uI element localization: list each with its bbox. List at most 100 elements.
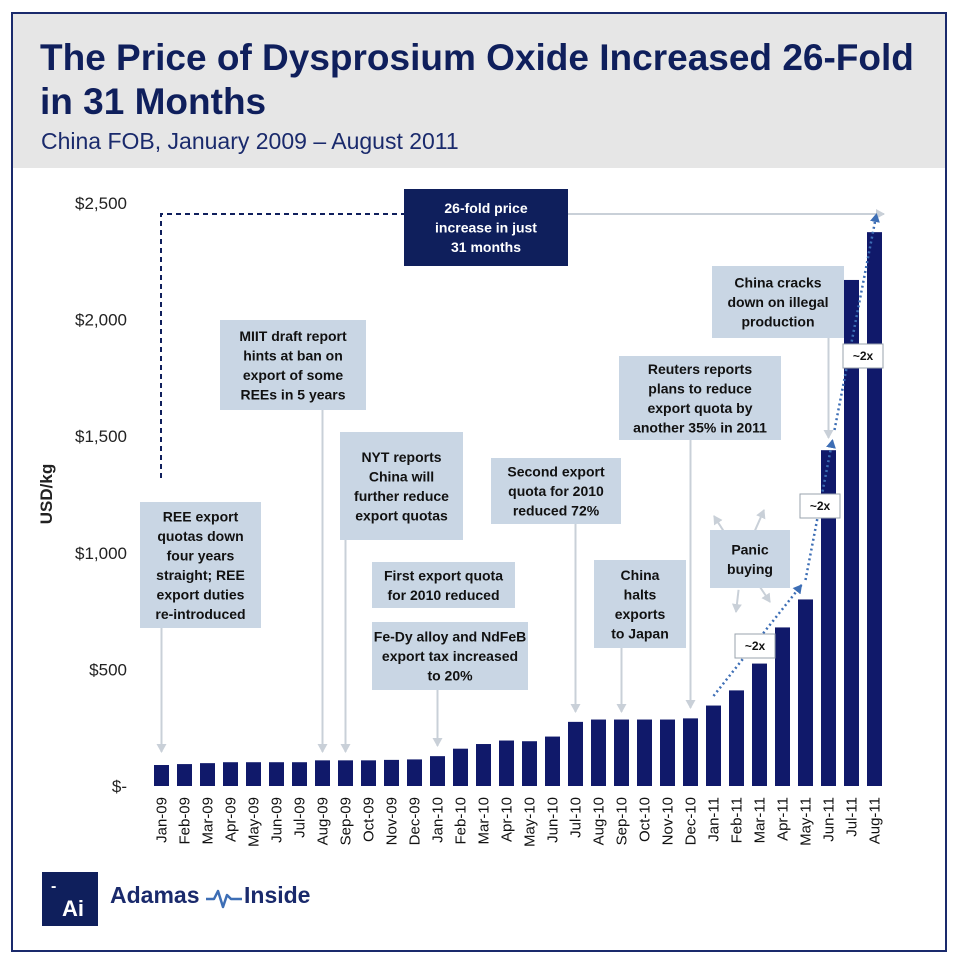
annotation-halt-japan-text: China halts exports to Japan: [611, 567, 669, 642]
x-tick-label: Aug-11: [867, 797, 884, 844]
annotation-ree-quotas: REE export quotas down four years straight;…: [140, 502, 261, 628]
bar: [269, 762, 284, 786]
annotation-first-quota-bg: [372, 562, 515, 608]
multiplier-tag: ~2x: [734, 633, 776, 659]
bar: [614, 719, 629, 786]
bar: [545, 736, 560, 786]
annotation-layer: REE export quotas down four years straight;…: [140, 189, 885, 753]
annotation-nyt-report: NYT reports China will further reduce expor…: [340, 432, 463, 540]
annotation-second-quota-bg: [491, 458, 621, 524]
annotation-reuters: Reuters reports plans to reduce export quo…: [619, 356, 781, 440]
multiplier-tag-bg: [842, 343, 884, 369]
x-tick-label: Jul-10: [568, 797, 585, 838]
chart-subtitle: China FOB, January 2009 – August 2011: [41, 128, 459, 154]
annotation-panic-buying-bg: [710, 530, 790, 588]
bar: [338, 760, 353, 786]
bar: [844, 279, 859, 786]
bar: [315, 760, 330, 786]
x-tick-label: Jul-11: [844, 797, 861, 837]
annotation-crackdown-text: China cracks down on illegal production: [727, 275, 828, 330]
annotation-second-quota-text: Second export quota for 2010 reduced 72%: [507, 464, 605, 519]
x-tick-label: Jan-10: [430, 797, 447, 843]
annotation-reuters-bg: [619, 356, 781, 440]
x-tick-label: May-11: [798, 797, 815, 846]
bar: [453, 748, 468, 786]
trend-arrow: [833, 213, 880, 431]
y-tick-label: $2,500: [75, 194, 127, 213]
annotation-first-quota-text: First export quota for 2010 reduced: [384, 567, 503, 603]
annotation-first-quota: First export quota for 2010 reduced: [372, 562, 515, 608]
annotation-reuters-text: Reuters reports plans to reduce export quo…: [633, 361, 767, 436]
x-tick-label: Jan-11: [706, 797, 723, 842]
x-tick-label: Aug-09: [315, 797, 332, 845]
bar: [177, 764, 192, 786]
x-tick-label: May-10: [522, 797, 539, 847]
x-tick-label: Mar-11: [752, 797, 769, 843]
y-tick-label: $500: [89, 660, 127, 679]
bar: [798, 599, 813, 786]
x-tick-label: Jun-09: [269, 797, 286, 843]
bar: [499, 740, 514, 786]
x-tick-label: Jul-09: [292, 797, 309, 838]
x-tick-label: Jun-10: [545, 797, 562, 843]
pulse-icon: [206, 889, 242, 909]
x-tick-label: Sep-10: [614, 797, 631, 845]
x-tick-label: Sep-09: [338, 797, 355, 845]
multiplier-tag: ~2x: [799, 493, 841, 519]
x-tick-label: Nov-09: [384, 797, 401, 845]
logo-dash: -: [51, 878, 57, 895]
bar: [361, 760, 376, 786]
bar: [476, 744, 491, 786]
x-tick-label: Nov-10: [660, 797, 677, 845]
annotation-ree-quotas-text: REE export quotas down four years straight;…: [155, 508, 245, 622]
bar: [568, 721, 583, 786]
bar: [637, 719, 652, 786]
adamas-logo: - Ai: [42, 872, 98, 926]
x-tick-label: Feb-10: [453, 797, 470, 845]
x-tick-label: Jan-09: [154, 797, 171, 843]
annotation-crackdown: China cracks down on illegal production: [712, 266, 844, 338]
x-tick-label: Feb-11: [729, 797, 746, 843]
x-tick-label: Apr-11: [775, 797, 792, 841]
annotation-ree-quotas-bg: [140, 502, 261, 628]
y-tick-label: $-: [112, 777, 127, 796]
bar: [292, 762, 307, 786]
bar: [384, 759, 399, 786]
bar: [246, 762, 261, 786]
x-tick-label: Apr-09: [223, 797, 240, 842]
x-tick-label: Oct-09: [361, 797, 378, 842]
headline-box-text: 26-fold price increase in just 31 months: [435, 200, 537, 255]
annotation-panic-buying-text: Panic buying: [727, 541, 773, 577]
x-tick-label: Jun-11: [821, 797, 838, 842]
brand-name-left: Adamas: [110, 882, 200, 908]
x-tick-label: Mar-10: [476, 797, 493, 845]
y-tick-label: $1,500: [75, 427, 127, 446]
annotation-miit-report: MIIT draft report hints at ban on export o…: [220, 320, 366, 410]
multiplier-tag-bg: [734, 633, 776, 659]
brand-name-right: Inside: [244, 882, 311, 908]
annotation-nyt-report-text: NYT reports China will further reduce expor…: [354, 449, 449, 524]
y-tick-label: $2,000: [75, 311, 127, 330]
bar: [154, 765, 169, 786]
multiplier-tag-text: ~2x: [745, 639, 766, 653]
y-axis-title: USD/kg: [37, 464, 56, 524]
bar: [522, 741, 537, 786]
y-tick-label: $1,000: [75, 544, 127, 563]
bar: [430, 756, 445, 786]
headline-dashed-line: [160, 213, 404, 478]
multiplier-tag-text: ~2x: [810, 499, 831, 513]
bar: [591, 719, 606, 786]
annotation-miit-report-text: MIIT draft report hints at ban on export o…: [239, 328, 347, 403]
bar: [867, 232, 882, 786]
annotation-panic-buying: Panic buying: [710, 530, 790, 588]
chart-frame: [11, 12, 947, 952]
bar: [683, 718, 698, 786]
leader-arrow: [731, 589, 742, 613]
annotation-crackdown-bg: [712, 266, 844, 338]
multiplier-tag-bg: [799, 493, 841, 519]
multiplier-tag-text: ~2x: [853, 349, 874, 363]
annotation-second-quota: Second export quota for 2010 reduced 72%: [491, 458, 621, 524]
x-tick-label: Oct-10: [637, 797, 654, 842]
multiplier-tag: ~2x: [842, 343, 884, 369]
